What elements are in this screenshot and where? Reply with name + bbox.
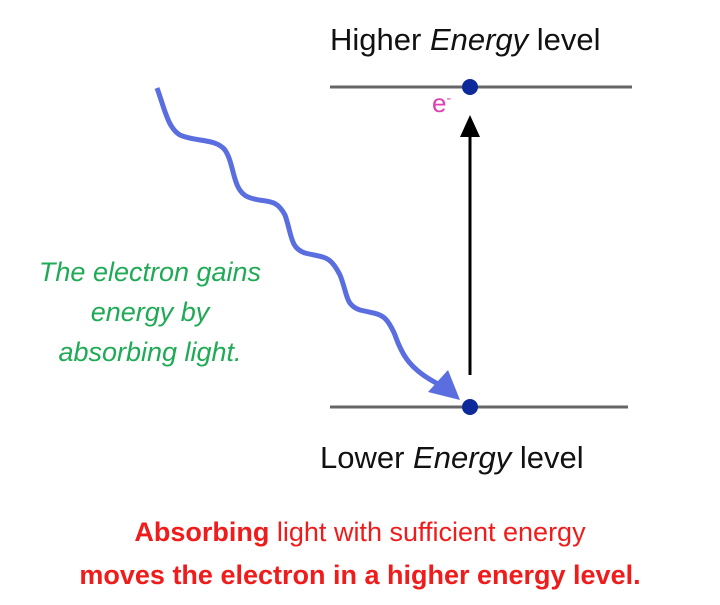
photon-wave (154, 87, 442, 388)
electron-lower (462, 399, 478, 415)
electron-label: e- (432, 88, 452, 118)
lower-energy-level-label: Lower Energy level (320, 440, 584, 475)
summary-line-2: moves the electron in a higher energy le… (79, 560, 641, 590)
photon-arrowhead (428, 370, 460, 400)
higher-energy-level-label: Higher Energy level (330, 22, 601, 57)
electron-upper (462, 79, 478, 95)
absorption-caption: The electron gains energy by absorbing lig… (38, 257, 262, 367)
transition-arrowhead (460, 115, 480, 137)
summary-line-1: Absorbing light with sufficient energy (134, 517, 586, 547)
